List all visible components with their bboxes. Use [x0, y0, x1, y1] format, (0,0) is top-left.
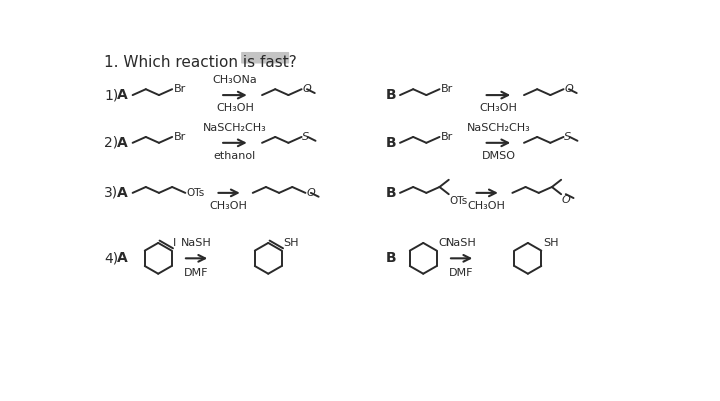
Text: DMF: DMF [449, 268, 474, 278]
Text: SH: SH [543, 238, 558, 248]
Text: O: O [562, 195, 571, 205]
Text: S: S [564, 132, 572, 142]
Text: A: A [117, 186, 128, 200]
Text: 4): 4) [104, 251, 118, 265]
Text: NaSCH₂CH₃: NaSCH₂CH₃ [467, 123, 531, 133]
FancyBboxPatch shape [241, 52, 289, 63]
Text: Br: Br [441, 132, 454, 142]
Text: ethanol: ethanol [214, 150, 256, 160]
Text: A: A [117, 251, 128, 265]
Text: OTs: OTs [186, 188, 204, 198]
Text: NaSH: NaSH [446, 238, 477, 248]
Text: 3): 3) [104, 186, 118, 200]
Text: Br: Br [174, 84, 186, 94]
Text: NaSH: NaSH [181, 238, 212, 248]
Text: O: O [564, 84, 573, 94]
Text: CH₃OH: CH₃OH [210, 200, 248, 211]
Text: O: O [306, 188, 315, 198]
Text: Cl: Cl [438, 238, 449, 248]
Text: 2): 2) [104, 136, 118, 150]
Text: NaSCH₂CH₃: NaSCH₂CH₃ [203, 123, 267, 133]
Text: B: B [386, 88, 397, 102]
Text: A: A [117, 88, 128, 102]
Text: Br: Br [441, 84, 454, 94]
Text: DMF: DMF [184, 268, 208, 278]
Text: CH₃OH: CH₃OH [468, 200, 505, 211]
Text: SH: SH [283, 238, 299, 248]
Text: Br: Br [174, 132, 186, 142]
Text: 1): 1) [104, 88, 118, 102]
Text: 1. Which reaction is fast?: 1. Which reaction is fast? [104, 55, 297, 70]
Text: CH₃OH: CH₃OH [480, 103, 518, 113]
Text: CH₃OH: CH₃OH [216, 103, 254, 113]
Text: I: I [174, 238, 176, 248]
Text: B: B [386, 136, 397, 150]
Text: OTs: OTs [449, 196, 468, 206]
Text: S: S [302, 132, 310, 142]
Text: CH₃ONa: CH₃ONa [212, 75, 257, 85]
Text: DMSO: DMSO [482, 150, 516, 160]
Text: B: B [386, 251, 397, 265]
Text: B: B [386, 186, 397, 200]
Text: O: O [302, 84, 311, 94]
Text: A: A [117, 136, 128, 150]
